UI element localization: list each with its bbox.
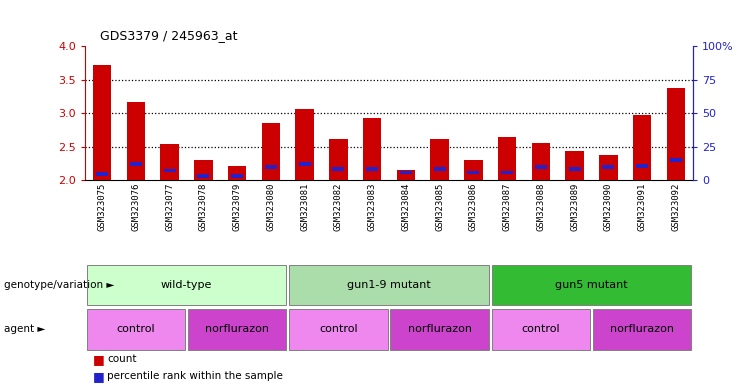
- Text: percentile rank within the sample: percentile rank within the sample: [107, 371, 283, 381]
- Bar: [602, 165, 614, 169]
- Bar: [127, 102, 145, 180]
- Bar: [366, 167, 378, 171]
- Bar: [565, 151, 584, 180]
- Bar: [535, 165, 547, 169]
- Bar: [491, 309, 591, 349]
- Bar: [363, 118, 382, 180]
- Text: GSM323080: GSM323080: [266, 183, 276, 231]
- Bar: [93, 65, 111, 180]
- Bar: [289, 265, 489, 305]
- Text: ■: ■: [93, 370, 104, 382]
- Text: GSM323081: GSM323081: [300, 183, 309, 231]
- Bar: [296, 109, 314, 180]
- Text: GSM323084: GSM323084: [402, 183, 411, 231]
- Bar: [299, 162, 310, 166]
- Bar: [431, 139, 449, 180]
- Bar: [194, 161, 213, 180]
- Text: norflurazon: norflurazon: [205, 324, 269, 334]
- Bar: [329, 139, 348, 180]
- Text: GSM323092: GSM323092: [671, 183, 680, 231]
- Bar: [391, 309, 489, 349]
- Text: GSM323085: GSM323085: [435, 183, 444, 231]
- Text: GSM323079: GSM323079: [233, 183, 242, 231]
- Bar: [667, 88, 685, 180]
- Bar: [491, 265, 691, 305]
- Text: GDS3379 / 245963_at: GDS3379 / 245963_at: [100, 29, 238, 42]
- Bar: [160, 144, 179, 180]
- Text: genotype/variation ►: genotype/variation ►: [4, 280, 114, 290]
- Bar: [633, 115, 651, 180]
- Bar: [593, 309, 691, 349]
- Text: GSM323091: GSM323091: [638, 183, 647, 231]
- Text: norflurazon: norflurazon: [408, 324, 472, 334]
- Text: GSM323088: GSM323088: [536, 183, 545, 231]
- Text: GSM323077: GSM323077: [165, 183, 174, 231]
- Text: GSM323075: GSM323075: [98, 183, 107, 231]
- Text: ■: ■: [93, 353, 104, 366]
- Bar: [468, 170, 479, 174]
- Text: count: count: [107, 354, 137, 364]
- Bar: [637, 164, 648, 167]
- Bar: [231, 174, 243, 178]
- Bar: [400, 170, 412, 174]
- Text: gun1-9 mutant: gun1-9 mutant: [347, 280, 431, 290]
- Bar: [501, 170, 514, 174]
- Bar: [464, 161, 482, 180]
- Bar: [498, 137, 516, 180]
- Bar: [187, 309, 287, 349]
- Bar: [130, 162, 142, 166]
- Text: GSM323086: GSM323086: [469, 183, 478, 231]
- Bar: [670, 159, 682, 162]
- Bar: [164, 169, 176, 172]
- Bar: [396, 170, 415, 180]
- Bar: [227, 166, 247, 180]
- Text: control: control: [116, 324, 155, 334]
- Text: control: control: [522, 324, 560, 334]
- Bar: [289, 309, 388, 349]
- Text: agent ►: agent ►: [4, 324, 45, 334]
- Text: GSM323082: GSM323082: [334, 183, 343, 231]
- Bar: [433, 167, 445, 171]
- Bar: [96, 172, 108, 175]
- Text: GSM323078: GSM323078: [199, 183, 208, 231]
- Bar: [265, 165, 277, 169]
- Bar: [568, 167, 581, 171]
- Bar: [87, 309, 185, 349]
- Bar: [531, 143, 551, 180]
- Bar: [333, 167, 345, 171]
- Bar: [599, 155, 618, 180]
- Bar: [262, 123, 280, 180]
- Text: GSM323083: GSM323083: [368, 183, 376, 231]
- Text: GSM323090: GSM323090: [604, 183, 613, 231]
- Text: gun5 mutant: gun5 mutant: [555, 280, 628, 290]
- Text: norflurazon: norflurazon: [610, 324, 674, 334]
- Text: wild-type: wild-type: [161, 280, 212, 290]
- Text: GSM323089: GSM323089: [570, 183, 579, 231]
- Text: GSM323076: GSM323076: [131, 183, 140, 231]
- Text: GSM323087: GSM323087: [502, 183, 512, 231]
- Text: control: control: [319, 324, 358, 334]
- Bar: [197, 174, 210, 178]
- Bar: [87, 265, 287, 305]
